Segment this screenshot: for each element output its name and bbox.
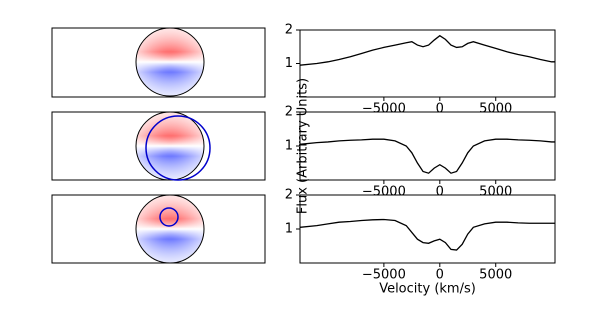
plot-frame	[299, 194, 556, 264]
plot-frame	[299, 29, 556, 98]
y-tick-label: 1	[285, 222, 293, 237]
x-tick-label: −5000	[362, 268, 406, 283]
x-tick-label: 0	[436, 102, 444, 117]
x-tick-label: −5000	[362, 185, 406, 200]
flux-line	[299, 138, 555, 174]
x-axis-label: Velocity (km/s)	[379, 282, 476, 297]
y-tick-label: 2	[285, 188, 293, 203]
y-tick-label: 2	[285, 23, 293, 38]
disk-panel	[51, 194, 266, 264]
flux-line	[299, 34, 555, 66]
x-tick-label: 5000	[479, 102, 512, 117]
plot-frame	[299, 111, 556, 181]
x-tick-label: 0	[436, 268, 444, 283]
disk-panel	[51, 111, 266, 181]
flux-line	[299, 218, 555, 251]
y-tick-label: 1	[285, 56, 293, 71]
x-tick-label: 5000	[479, 185, 512, 200]
x-tick-label: 0	[436, 185, 444, 200]
disk-panel	[51, 27, 266, 98]
x-tick-label: −5000	[362, 102, 406, 117]
y-tick-label: 1	[285, 139, 293, 154]
y-tick-label: 2	[285, 105, 293, 120]
y-axis-label: Flux (Arbitrary Units)	[296, 78, 311, 214]
x-tick-label: 5000	[479, 268, 512, 283]
